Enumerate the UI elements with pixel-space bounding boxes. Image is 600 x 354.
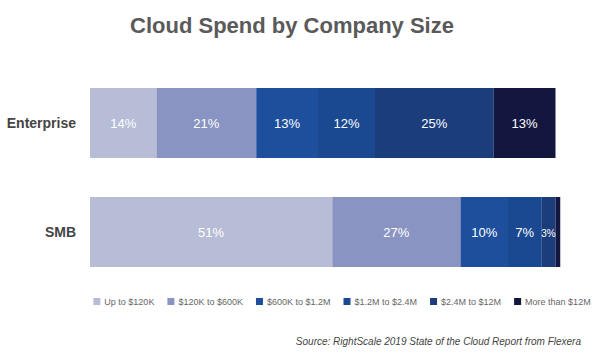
bar-segment [375, 88, 494, 158]
legend-swatch [514, 298, 521, 305]
legend-label: More than $12M [525, 297, 591, 307]
category-label: Enterprise [7, 115, 76, 131]
bar-segment [318, 88, 375, 158]
bar-segment [541, 197, 555, 267]
bar-segment [332, 197, 460, 267]
legend-swatch [344, 298, 351, 305]
category-label: SMB [45, 224, 76, 240]
bar-segment [157, 88, 257, 158]
bar-segment [508, 197, 541, 267]
data-label: 14% [110, 116, 136, 131]
data-label: 13% [274, 116, 300, 131]
title: Cloud Spend by Company Size [130, 13, 454, 38]
data-label: 7% [515, 225, 534, 240]
data-label: 27% [383, 225, 409, 240]
legend-label: Up to $120K [104, 297, 154, 307]
legend: Up to $120K $120K to $600K $600K to $1.2M $… [93, 297, 590, 307]
data-label: 10% [471, 225, 497, 240]
bar-segment [256, 88, 318, 158]
legend-swatch [93, 298, 100, 305]
data-labels: 14% 21% 13% 12% 25% 13% 51% 27% 10% 7% 3% [110, 116, 555, 240]
legend-label: $600K to $1.2M [267, 297, 331, 307]
legend-label: $2.4M to $12M [441, 297, 501, 307]
bar-segment [90, 197, 332, 267]
legend-swatch [430, 298, 437, 305]
bar-segment [461, 197, 509, 267]
data-label: 21% [193, 116, 219, 131]
chart: Cloud Spend by Company Size 14% 21% 13% 12% 2… [0, 0, 600, 354]
data-label: 13% [512, 116, 538, 131]
bar-segment [494, 88, 556, 158]
data-label: 12% [333, 116, 359, 131]
legend-swatch [167, 298, 174, 305]
bars [90, 88, 560, 267]
bar-segment [90, 88, 157, 158]
bar-segment [556, 197, 561, 267]
data-label: 25% [421, 116, 447, 131]
source: Source: RightScale 2019 State of the Clo… [296, 336, 582, 347]
legend-label: $120K to $600K [178, 297, 243, 307]
legend-label: $1.2M to $2.4M [355, 297, 418, 307]
legend-swatch [256, 298, 263, 305]
data-label: 51% [198, 225, 224, 240]
data-label: 3% [541, 228, 556, 239]
